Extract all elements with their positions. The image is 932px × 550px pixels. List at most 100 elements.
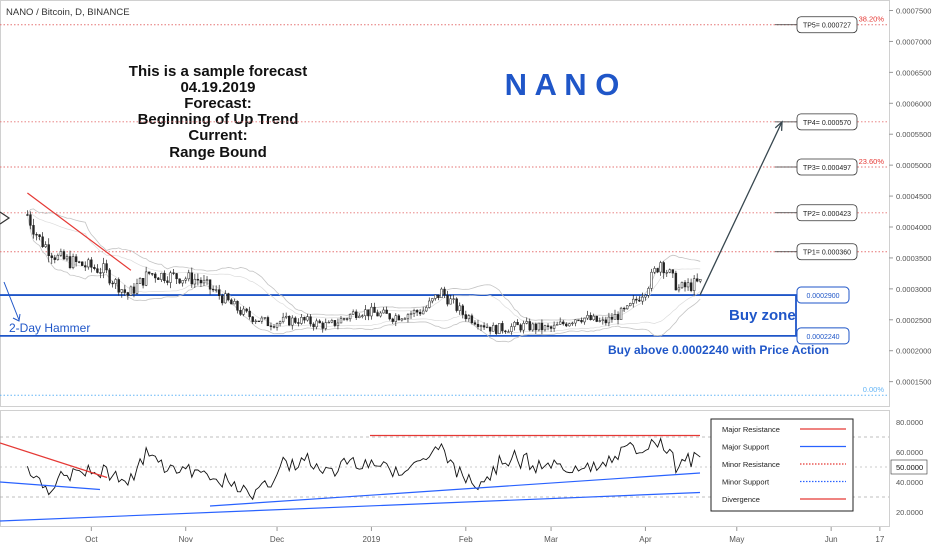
target-label: TP5= 0.000727 [803, 23, 851, 30]
candle-body [647, 288, 650, 296]
candle [248, 306, 251, 320]
candle-body [166, 280, 169, 283]
time-tick-label: Jun [825, 535, 838, 544]
candle [531, 322, 534, 332]
candle [443, 286, 446, 299]
candle-body [47, 244, 50, 257]
indicator-panel-frame [0, 410, 890, 527]
candle [59, 248, 63, 257]
candle-body [44, 244, 47, 248]
price-tick-label: 0.0006000 [896, 99, 931, 108]
oscillator-support-line-left [0, 481, 101, 491]
candle [32, 218, 35, 239]
candle [501, 320, 504, 334]
candle-body [513, 322, 516, 327]
indicator-current-value: 50.0000 [896, 463, 923, 472]
candle [632, 295, 635, 308]
time-tick-label: Oct [85, 535, 98, 544]
candle-body [421, 310, 425, 315]
candle [562, 319, 565, 326]
candle-body [629, 303, 632, 306]
candle-body [272, 326, 276, 328]
legend: Major Resistance Major Support Minor Resis… [710, 418, 854, 512]
candle [653, 266, 656, 274]
candle [641, 292, 644, 305]
candle-body [230, 299, 233, 305]
candle-body [56, 255, 60, 260]
candle-body [281, 316, 285, 322]
candle-body [221, 295, 224, 304]
candle-layer [26, 210, 702, 335]
title-line-4: Beginning of Up Trend [138, 111, 299, 128]
candle [598, 317, 601, 323]
target-label-box [796, 113, 858, 131]
candle-body [96, 268, 99, 273]
candle-body [412, 310, 416, 314]
candle [178, 278, 181, 285]
candle-body [26, 214, 29, 216]
legend-label: Minor Support [722, 478, 770, 487]
candle [184, 276, 187, 284]
candle [373, 302, 376, 313]
candle [87, 257, 90, 270]
candle [504, 329, 507, 334]
candle-body [117, 279, 120, 293]
candle [218, 284, 221, 300]
candle-body [300, 317, 303, 324]
candle [361, 314, 364, 319]
candle-body [391, 318, 394, 322]
candle [348, 313, 352, 322]
candle-body [315, 320, 318, 328]
candle-body [686, 282, 690, 288]
candle-body [50, 255, 53, 258]
candle-body [236, 300, 239, 311]
candle [312, 322, 315, 331]
candle [525, 317, 528, 325]
candle [677, 284, 681, 293]
time-tick-label: May [729, 535, 744, 544]
candle-body [84, 265, 87, 268]
candle-body [668, 269, 671, 273]
candle [507, 329, 510, 333]
fib-label: 23.60% [859, 157, 885, 166]
target-label: TP1= 0.000360 [803, 250, 851, 257]
candle-body [184, 278, 187, 281]
candle-body [595, 315, 598, 322]
candle-body [74, 256, 78, 262]
candle-body [695, 278, 699, 282]
candle-body [242, 308, 245, 315]
candle [519, 323, 522, 333]
candle [38, 234, 41, 241]
candle-body [638, 299, 641, 302]
candle-body [169, 272, 172, 283]
candle-body [397, 315, 401, 321]
candle [455, 297, 458, 313]
candle-body [552, 324, 556, 329]
candle-body [151, 273, 154, 275]
candle [537, 322, 541, 332]
band-inner-upper [27, 213, 701, 324]
candle [117, 277, 120, 296]
overlay-layer [0, 120, 783, 322]
candle-body [263, 317, 267, 319]
candle [528, 318, 531, 332]
candle [44, 241, 47, 248]
candle-body [233, 300, 236, 305]
candle [692, 275, 696, 297]
candle-body [437, 294, 440, 299]
candle [111, 280, 114, 288]
candle-body [190, 272, 194, 285]
candle-body [248, 310, 251, 318]
legend-label: Major Resistance [722, 425, 780, 434]
candle-body [635, 298, 638, 301]
candle [683, 280, 687, 292]
candle-body [385, 309, 388, 314]
candle [135, 278, 139, 295]
candle [464, 310, 468, 322]
candle [629, 302, 632, 307]
downtrend-line [27, 192, 132, 271]
candle [470, 313, 474, 325]
candle-body [312, 323, 315, 328]
candle-body [53, 257, 57, 260]
